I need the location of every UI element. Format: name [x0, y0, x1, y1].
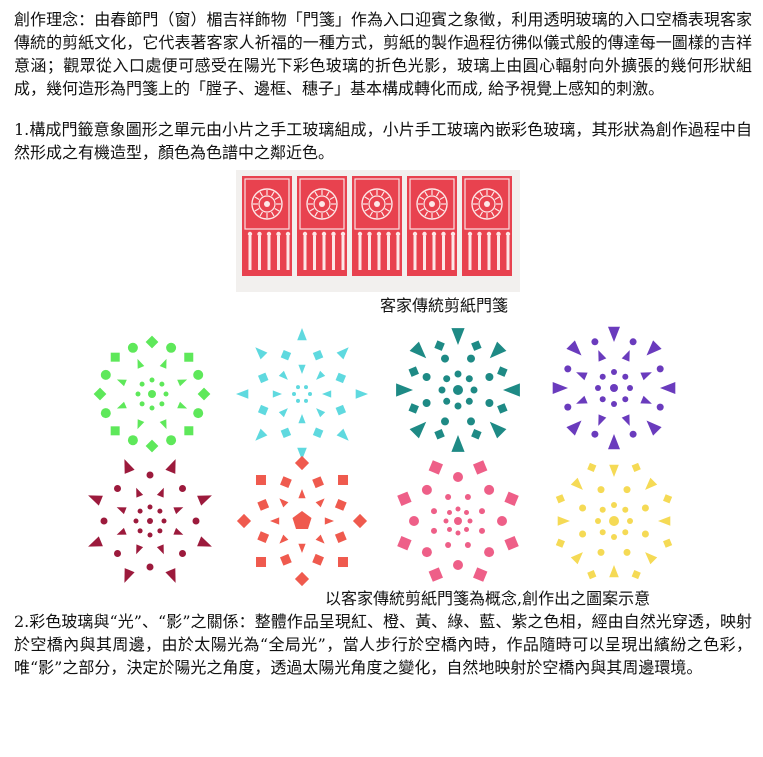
green-pattern-shapes: [93, 335, 211, 453]
paper-cut-banner: [352, 176, 402, 276]
coral-pattern: [232, 451, 372, 591]
yellow-pattern: [544, 451, 684, 591]
paper-cut-banner: [407, 176, 457, 276]
hakka-paper-cut-photo: [236, 170, 520, 292]
point-two-paragraph: 2.彩色玻璃與“光”、“影”之關係：整體作品呈現紅、橙、黃、綠、藍、紫之色相，經…: [14, 612, 752, 677]
paper-cut-banner: [462, 176, 512, 276]
maroon-pattern: [80, 451, 220, 591]
patterns-caption: 以客家傳統剪紙門箋為概念,創作出之圖案示意: [325, 589, 651, 608]
purple-pattern-shapes: [552, 326, 676, 450]
purple-pattern: [544, 318, 684, 458]
photo-caption: 客家傳統剪紙門箋: [380, 296, 509, 315]
paper-cut-banner: [242, 176, 292, 276]
cyan-pattern: [232, 324, 372, 464]
point-one-paragraph: 1.構成門籤意象圖形之單元由小片之手工玻璃組成，小片手工玻璃內嵌彩色玻璃，其形狀…: [14, 120, 752, 162]
maroon-pattern-shapes: [88, 459, 212, 583]
pink-pattern-shapes: [397, 460, 519, 582]
teal-pattern-shapes: [396, 328, 520, 452]
pink-pattern: [388, 451, 528, 591]
paper-cut-banner: [297, 176, 347, 276]
intro-paragraph: 創作理念：由春節門（窗）楣吉祥飾物「門箋」作為入口迎賓之象徵，利用透明玻璃的入口…: [14, 10, 752, 98]
coral-pattern-shapes: [236, 455, 368, 587]
teal-pattern: [388, 320, 528, 460]
green-pattern: [82, 324, 222, 464]
cyan-pattern-shapes: [236, 328, 368, 460]
yellow-pattern-shapes: [555, 462, 673, 580]
